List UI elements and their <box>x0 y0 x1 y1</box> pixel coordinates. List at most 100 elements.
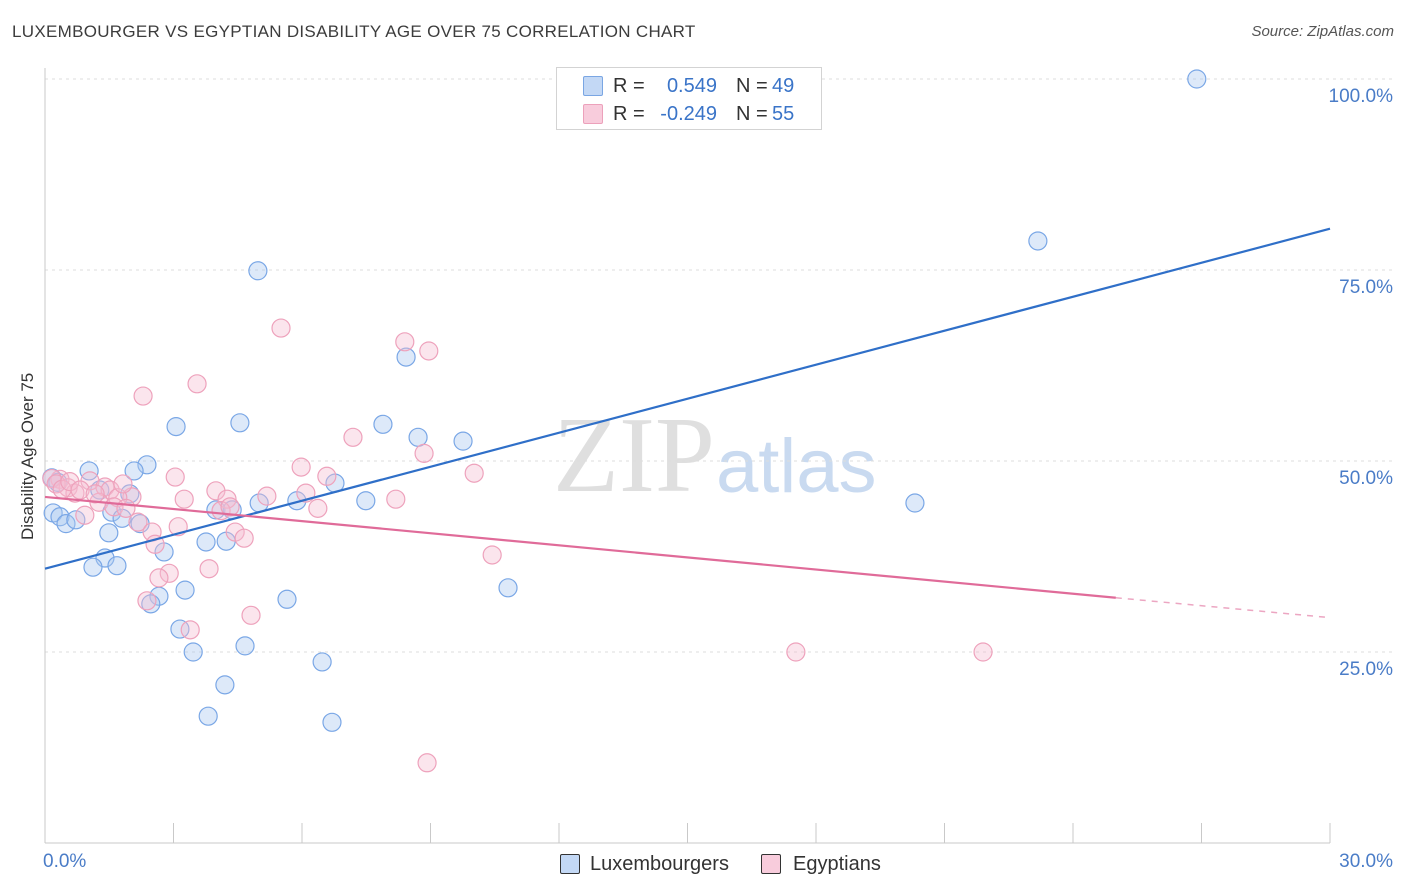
source-credit: Source: ZipAtlas.com <box>1251 23 1394 40</box>
egyptians-point <box>419 341 439 361</box>
egyptians-point <box>234 528 254 548</box>
egyptians-point <box>133 386 153 406</box>
luxembourgers-point <box>905 493 925 513</box>
luxembourgers-point <box>235 636 255 656</box>
legend-row-luxembourgers: R = 0.549 N = 49 <box>557 72 821 100</box>
egyptians-point <box>220 497 240 517</box>
luxembourgers-point <box>175 580 195 600</box>
egyptians-point <box>291 457 311 477</box>
luxembourgers-point <box>1187 69 1207 89</box>
correlation-legend: R = 0.549 N = 49 R = -0.249 N = 55 <box>556 67 822 130</box>
egyptians-point <box>395 332 415 352</box>
y-axis-title: Disability Age Over 75 <box>18 372 37 540</box>
watermark-zip: ZIP <box>553 396 715 515</box>
egyptians-point <box>414 443 434 463</box>
series-legend-swatch-luxembourgers <box>560 854 580 874</box>
legend-r-label: R = <box>613 103 645 125</box>
axes <box>44 68 1331 844</box>
luxembourgers-point <box>453 431 473 451</box>
y-tick-label-75: 75.0% <box>1339 277 1393 298</box>
luxembourgers-point <box>498 578 518 598</box>
egyptians-point <box>165 467 185 487</box>
egyptians-point <box>308 498 328 518</box>
legend-r-value: 0.549 <box>666 75 717 97</box>
luxembourgers-point <box>120 484 140 504</box>
legend-n-label: N = <box>736 75 768 97</box>
egyptians-point <box>174 489 194 509</box>
luxembourgers-point <box>83 557 103 577</box>
luxembourgers-point <box>198 706 218 726</box>
egyptians-point <box>85 484 105 504</box>
egyptians-point <box>187 374 207 394</box>
luxembourgers-point <box>196 532 216 552</box>
egyptians-point <box>786 642 806 662</box>
luxembourgers-point <box>79 461 99 481</box>
luxembourgers-point <box>312 652 332 672</box>
legend-n-label: N = <box>736 103 768 125</box>
legend-r-label: R = <box>613 75 645 97</box>
gridlines <box>45 78 1393 653</box>
egyptians-point <box>343 427 363 447</box>
luxembourgers-point <box>1028 231 1048 251</box>
egyptians-point <box>128 512 148 532</box>
egyptians-point <box>973 642 993 662</box>
luxembourgers-point <box>183 642 203 662</box>
legend-row-egyptians: R = -0.249 N = 55 <box>557 100 821 128</box>
luxembourgers-point <box>230 413 250 433</box>
egyptians-point <box>386 489 406 509</box>
luxembourgers-point <box>277 589 297 609</box>
luxembourgers-point <box>99 523 119 543</box>
trend-lines <box>44 227 1331 619</box>
legend-n-value: 49 <box>772 75 795 97</box>
luxembourgers-point <box>107 556 127 576</box>
egyptians-point <box>113 474 133 494</box>
egyptians-trend-line-extension <box>1115 597 1331 619</box>
series-legend-label-egyptians: Egyptians <box>793 853 881 875</box>
egyptians-point <box>482 545 502 565</box>
egyptians-point <box>257 486 277 506</box>
luxembourgers-point <box>356 491 376 511</box>
luxembourgers-trend-line <box>44 227 1331 570</box>
watermark-atlas: atlas <box>716 424 877 509</box>
luxembourgers-point <box>373 414 393 434</box>
luxembourgers-point <box>396 347 416 367</box>
chart-title: LUXEMBOURGER VS EGYPTIAN DISABILITY AGE … <box>12 22 696 41</box>
luxembourgers-point <box>56 514 76 534</box>
egyptians-point <box>65 483 85 503</box>
legend-swatch-luxembourgers <box>583 76 603 96</box>
egyptians-point <box>317 466 337 486</box>
egyptians-point <box>149 568 169 588</box>
luxembourgers-point <box>322 712 342 732</box>
egyptians-point <box>241 605 261 625</box>
egyptians-point <box>180 620 200 640</box>
y-tick-label-25: 25.0% <box>1339 659 1393 680</box>
series-legend-swatch-egyptians <box>761 854 781 874</box>
egyptians-point <box>137 591 157 611</box>
y-tick-label-50: 50.0% <box>1339 468 1393 489</box>
luxembourgers-point <box>170 619 190 639</box>
egyptians-point <box>217 489 237 509</box>
x-tick-label-min: 0.0% <box>43 851 87 872</box>
egyptians-point <box>199 559 219 579</box>
luxembourgers-point <box>215 675 235 695</box>
egyptians-point <box>75 505 95 525</box>
legend-r-value: -0.249 <box>660 103 717 125</box>
luxembourgers-point <box>124 461 144 481</box>
legend-n-value: 55 <box>772 103 795 125</box>
luxembourgers-point <box>248 261 268 281</box>
series-legend-label-luxembourgers: Luxembourgers <box>590 853 729 875</box>
egyptians-point <box>70 480 90 500</box>
egyptians-trend-line <box>44 495 1116 599</box>
egyptians-point <box>464 463 484 483</box>
egyptians-point <box>271 318 291 338</box>
legend-swatch-egyptians <box>583 104 603 124</box>
luxembourgers-point <box>408 427 428 447</box>
egyptians-point <box>417 753 437 773</box>
y-tick-label-100: 100.0% <box>1328 86 1393 107</box>
luxembourgers-point <box>166 417 186 437</box>
luxembourgers-point <box>66 510 86 530</box>
x-tick-label-max: 30.0% <box>1339 851 1393 872</box>
egyptians-point <box>159 563 179 583</box>
data-points <box>42 69 1207 773</box>
